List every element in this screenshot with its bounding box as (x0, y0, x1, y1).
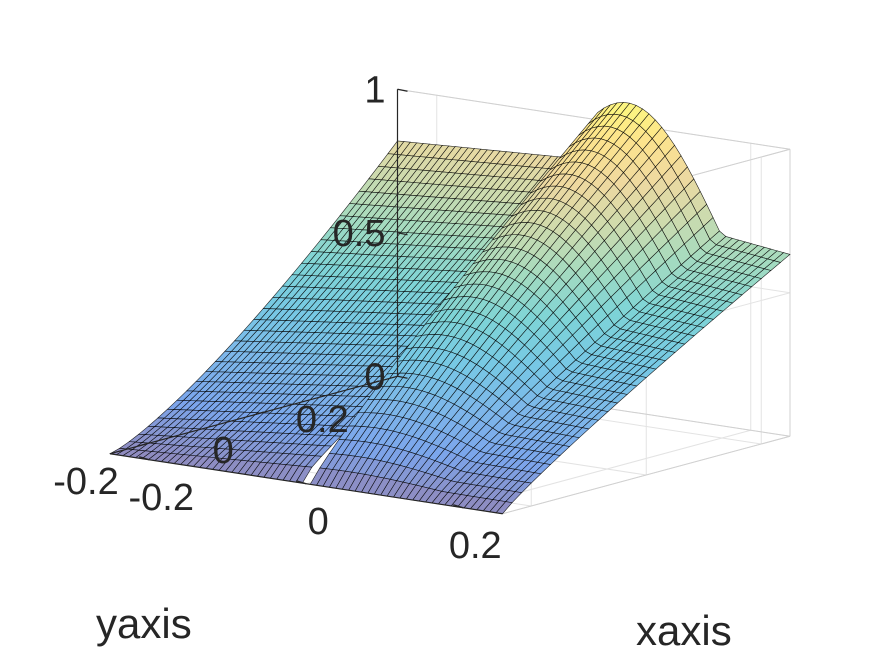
y-tick-label: 0 (213, 430, 234, 472)
y-tick-mark (138, 442, 149, 447)
box-edge (502, 435, 791, 515)
y-tick-label: 0.2 (296, 399, 349, 441)
z-tick-label: 1 (364, 69, 385, 111)
surface-mesh (109, 101, 791, 515)
y-axis-label: yaxis (96, 600, 192, 647)
x-tick-label: 0.2 (449, 525, 502, 567)
x-tick-label: -0.2 (129, 477, 194, 519)
z-tick-mark (397, 375, 408, 379)
y-tick-mark (368, 380, 379, 385)
x-axis-label: xaxis (636, 607, 732, 654)
z-tick-mark (397, 232, 408, 236)
x-tick-mark (139, 456, 150, 461)
z-tick-label: 0.5 (333, 213, 386, 255)
x-tick-label: 0 (308, 501, 329, 543)
tick-labels: 0 0.5 1 -0.2 0 0.2 -0.2 0 0.2 (53, 69, 501, 567)
y-tick-mark (253, 411, 264, 416)
z-tick-mark (397, 88, 408, 92)
x-tick-mark (453, 504, 464, 509)
z-tick-label: 0 (364, 356, 385, 398)
x-tick-mark (296, 480, 307, 485)
y-tick-label: -0.2 (53, 461, 118, 503)
